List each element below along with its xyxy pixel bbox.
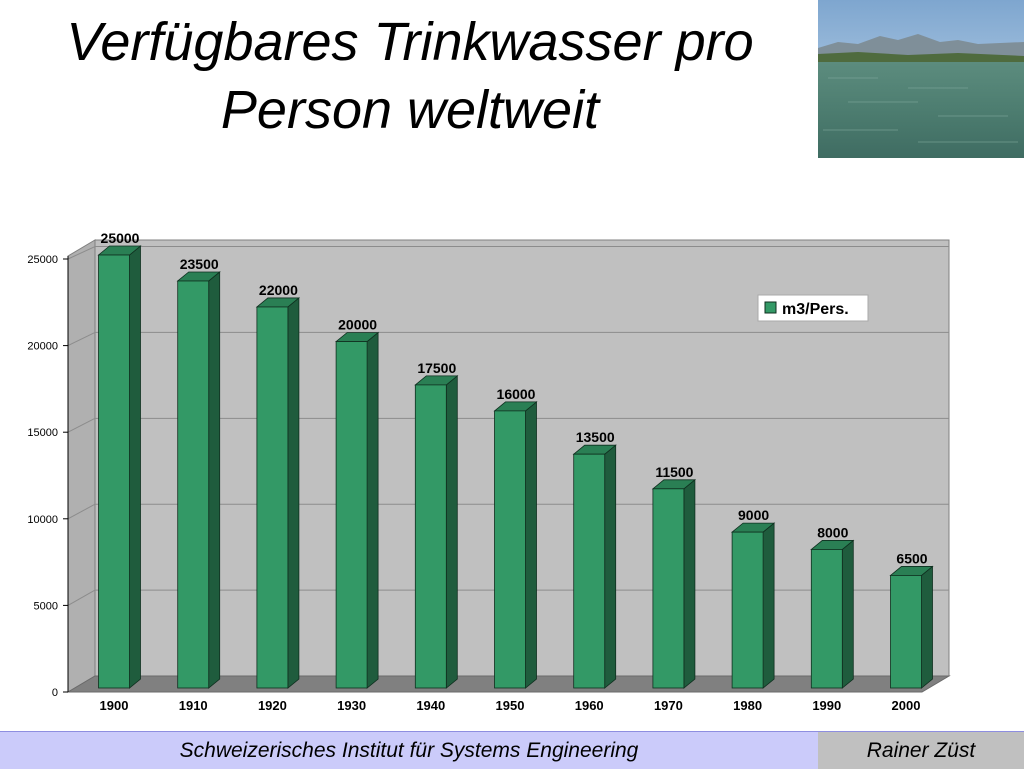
legend-label: m3/Pers. <box>782 301 849 318</box>
slide-title: Verfügbares Trinkwasser pro Person weltw… <box>0 8 820 144</box>
bar <box>256 306 289 689</box>
x-tick-label: 1920 <box>258 698 287 713</box>
data-label: 17500 <box>417 360 456 376</box>
x-tick-label: 1980 <box>733 698 762 713</box>
y-tick-label: 20000 <box>27 341 58 353</box>
bar-side <box>366 331 379 689</box>
data-label: 13500 <box>576 429 615 445</box>
bar-side <box>445 375 458 689</box>
bar-side <box>208 271 221 689</box>
plot-side-wall <box>67 239 96 693</box>
bar-side <box>841 539 854 689</box>
bar <box>98 254 130 689</box>
slide-title-line-1: Verfügbares Trinkwasser pro <box>66 12 754 72</box>
bar <box>573 453 606 689</box>
data-label: 23500 <box>180 256 219 272</box>
data-label: 11500 <box>655 464 693 480</box>
x-tick-label: 1900 <box>100 698 129 713</box>
bar-side <box>604 444 617 689</box>
x-tick-label: 1950 <box>496 698 525 713</box>
x-tick-label: 1970 <box>654 698 683 713</box>
bar <box>177 280 210 689</box>
bar <box>494 410 526 689</box>
bar-side <box>762 522 775 689</box>
y-tick-label: 5000 <box>34 600 58 612</box>
gridline-side <box>67 417 96 433</box>
gridline-side <box>67 331 96 347</box>
data-label: 8000 <box>817 524 848 540</box>
legend-swatch <box>764 301 777 314</box>
data-label: 25000 <box>101 230 140 246</box>
data-label: 9000 <box>738 507 769 523</box>
bar <box>890 575 922 689</box>
bar-side <box>287 297 300 689</box>
bar-side <box>683 478 696 689</box>
bar <box>731 531 764 689</box>
bar-side <box>921 565 933 689</box>
y-tick-label: 25000 <box>27 254 58 266</box>
x-tick-label: 1930 <box>337 698 366 713</box>
data-label: 20000 <box>338 317 377 333</box>
x-tick-label: 1960 <box>575 698 604 713</box>
footer-institute: Schweizerisches Institut für Systems Eng… <box>0 731 818 769</box>
bar-side <box>129 245 141 689</box>
lake-photo <box>818 0 1024 158</box>
footer-author: Rainer Züst <box>818 731 1024 769</box>
x-tick-label: 1990 <box>812 698 841 713</box>
chart: 0 5000 10000 15000 20000 25000 25000 1900 23500 1… <box>27 230 951 713</box>
gridline-side <box>67 589 96 606</box>
slide-title-line-2: Person weltweit <box>220 80 600 140</box>
y-tick-label: 10000 <box>27 514 58 526</box>
gridline-side <box>67 246 96 260</box>
y-tick-label: 15000 <box>27 427 58 439</box>
data-label: 22000 <box>259 282 298 298</box>
bar <box>414 384 447 689</box>
x-tick-label: 1940 <box>416 698 445 713</box>
x-tick-label: 1910 <box>179 698 208 713</box>
data-label: 6500 <box>896 550 927 566</box>
bar <box>652 488 685 689</box>
bar <box>810 549 843 689</box>
bar <box>335 341 368 689</box>
gridline-side <box>67 503 96 520</box>
y-tick-label: 0 <box>52 687 58 699</box>
bar-side <box>525 401 537 689</box>
data-label: 16000 <box>497 386 536 402</box>
x-tick-label: 2000 <box>892 698 921 713</box>
